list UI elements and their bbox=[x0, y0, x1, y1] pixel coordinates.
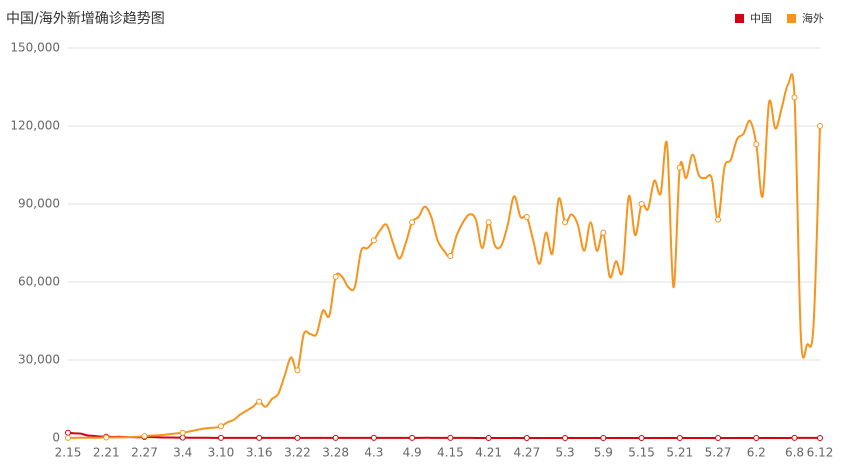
point-marker bbox=[600, 229, 607, 236]
legend-swatch bbox=[787, 14, 796, 23]
point-marker bbox=[817, 434, 823, 441]
point-marker bbox=[141, 433, 148, 440]
x-tick-label: 6.8 bbox=[785, 446, 804, 460]
point-marker bbox=[217, 434, 224, 441]
x-tick-label: 3.22 bbox=[284, 446, 311, 460]
point-marker bbox=[676, 434, 683, 441]
x-tick-label: 3.28 bbox=[322, 446, 349, 460]
point-marker bbox=[447, 253, 454, 259]
point-marker bbox=[523, 434, 530, 441]
chart-title: 中国/海外新增确诊趋势图 bbox=[6, 11, 165, 27]
point-marker bbox=[179, 429, 186, 436]
y-tick-label: 60,000 bbox=[18, 275, 60, 289]
x-tick-label: 4.21 bbox=[475, 446, 502, 460]
point-marker bbox=[217, 423, 224, 430]
x-tick-label: 4.15 bbox=[437, 446, 464, 460]
point-marker bbox=[256, 434, 263, 441]
point-marker bbox=[638, 201, 645, 207]
x-tick-label: 5.9 bbox=[594, 446, 613, 460]
point-marker bbox=[294, 434, 301, 441]
y-tick-label: 120,000 bbox=[10, 119, 60, 133]
point-marker bbox=[638, 434, 645, 441]
point-marker bbox=[485, 219, 492, 226]
point-marker bbox=[409, 219, 416, 226]
point-marker bbox=[256, 398, 263, 405]
x-tick-label: 3.10 bbox=[208, 446, 235, 460]
point-marker bbox=[370, 237, 377, 244]
x-tick-label: 2.27 bbox=[131, 446, 158, 460]
x-tick-label: 5.21 bbox=[666, 446, 693, 460]
point-marker bbox=[65, 429, 71, 436]
legend-swatch bbox=[735, 14, 744, 23]
x-tick-label: 4.27 bbox=[513, 446, 540, 460]
x-tick-label: 6.2 bbox=[747, 446, 766, 460]
y-tick-label: 90,000 bbox=[18, 197, 60, 211]
point-marker bbox=[332, 273, 339, 280]
point-marker bbox=[715, 216, 722, 223]
point-marker bbox=[600, 434, 607, 441]
point-marker bbox=[791, 434, 798, 441]
point-marker bbox=[791, 94, 798, 101]
x-tick-label: 3.16 bbox=[246, 446, 273, 460]
series-line bbox=[67, 431, 821, 439]
point-marker bbox=[409, 434, 416, 441]
point-marker bbox=[753, 434, 760, 441]
legend-text: 中国 bbox=[750, 12, 772, 25]
y-tick-label: 30,000 bbox=[18, 353, 60, 367]
y-tick-label: 0 bbox=[52, 431, 60, 445]
point-marker bbox=[332, 434, 339, 441]
point-marker bbox=[294, 367, 301, 374]
x-tick-label: 3.4 bbox=[173, 446, 192, 460]
point-marker bbox=[715, 434, 722, 441]
series-line bbox=[67, 73, 821, 439]
point-marker bbox=[562, 434, 569, 441]
x-tick-label: 4.9 bbox=[403, 446, 422, 460]
x-tick-label: 5.27 bbox=[705, 446, 732, 460]
point-marker bbox=[817, 123, 823, 129]
point-marker bbox=[523, 214, 530, 220]
point-marker bbox=[753, 141, 760, 148]
x-tick-label: 2.21 bbox=[93, 446, 120, 460]
x-tick-label: 4.3 bbox=[364, 446, 383, 460]
point-marker bbox=[562, 219, 569, 226]
point-marker bbox=[103, 434, 110, 441]
point-marker bbox=[179, 434, 186, 441]
x-tick-label: 6.12 bbox=[807, 446, 834, 460]
point-marker bbox=[447, 434, 454, 441]
point-marker bbox=[65, 434, 71, 441]
point-marker bbox=[370, 434, 377, 441]
point-marker bbox=[676, 164, 683, 171]
x-tick-label: 2.15 bbox=[55, 446, 82, 460]
legend-text: 海外 bbox=[802, 11, 824, 25]
x-tick-label: 5.15 bbox=[628, 446, 655, 460]
x-tick-label: 5.3 bbox=[556, 446, 575, 460]
y-tick-label: 150,000 bbox=[10, 41, 60, 55]
point-marker bbox=[485, 434, 492, 441]
